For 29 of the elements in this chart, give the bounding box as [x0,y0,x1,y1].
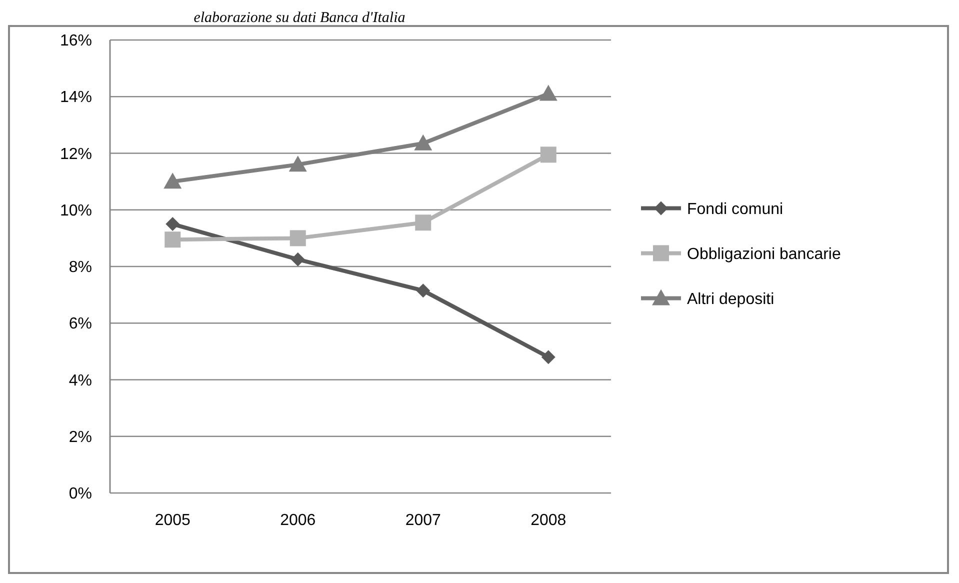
point [540,146,556,163]
legend-label: Fondi comuni [687,200,784,218]
y-tick-label: 12% [60,146,92,163]
point [290,230,306,246]
y-tick-label: 14% [60,89,92,106]
point [541,350,556,364]
y-tick-label: 16% [60,32,92,50]
y-tick-label: 0% [68,486,92,503]
y-tick-label: 2% [68,428,92,446]
point [539,84,558,101]
text: elaborazione su dati Banca d'Italia [194,10,406,26]
point [416,284,430,298]
point [164,172,182,189]
y-tick-label: 10% [60,202,92,220]
x-tick-label: 2007 [405,512,442,529]
legend-label: Obbligazioni bancarie [687,246,841,263]
point [164,232,181,248]
y-tick-label: 4% [68,372,92,390]
point [414,134,432,150]
x-tick-label: 2008 [530,512,566,529]
point [290,252,305,266]
legend-label: Altri depositi [687,290,774,308]
x-tick-label: 2006 [280,512,316,529]
point [288,156,307,172]
y-tick-label: 6% [68,316,92,333]
y-tick-label: 8% [68,259,92,276]
point [166,217,180,232]
x-tick-label: 2005 [154,512,191,529]
point [415,214,432,231]
